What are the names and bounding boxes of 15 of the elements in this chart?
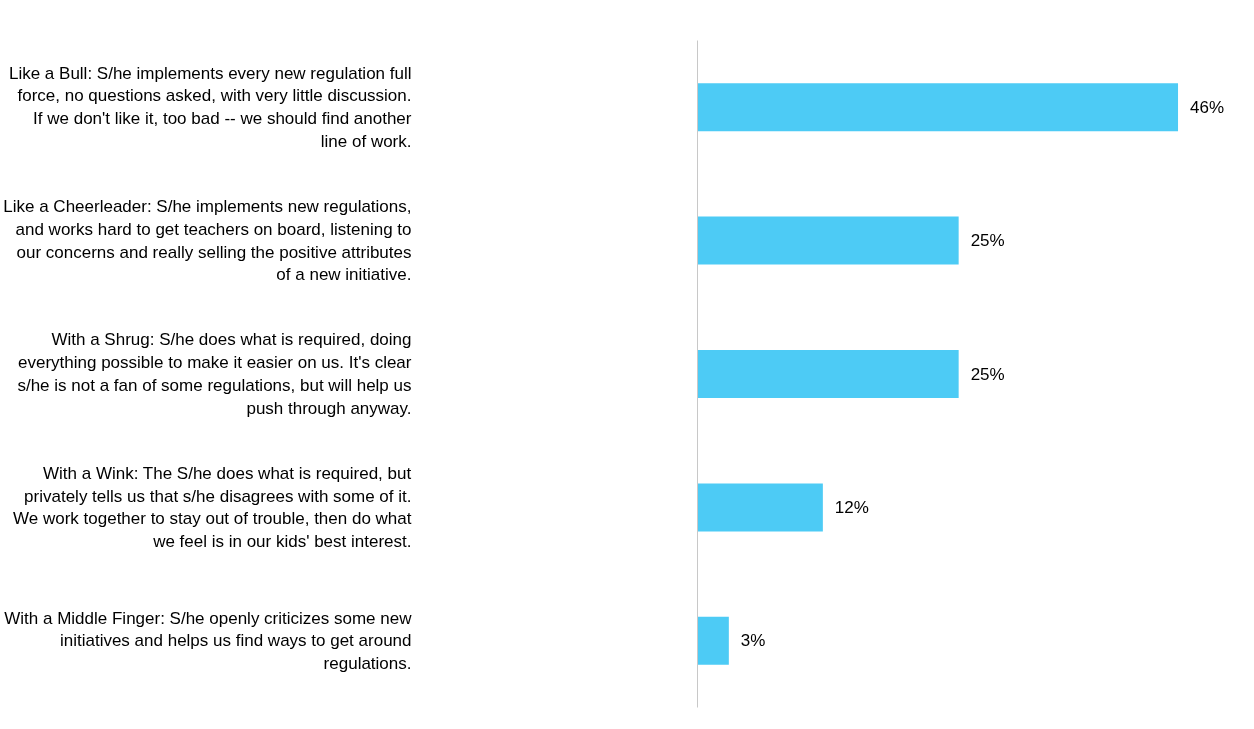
data-label: 25% <box>970 364 1005 384</box>
bar <box>697 83 1179 132</box>
data-label: 3% <box>740 631 766 651</box>
data-label: 46% <box>1190 97 1225 117</box>
y-tick-label: Like a Cheerleader: S/he implements new regulations, and works hard to get teachers on board, listening to our concerns and really selling the positive attributes of a new initiative. <box>3 196 412 285</box>
bar <box>697 216 959 265</box>
bar <box>697 616 729 665</box>
y-tick-label: With a Wink: The S/he does what is required, but privately tells us that s/he disagrees with some of it. We work together to stay out of trouble, then do what we feel is in our kids' best interest. <box>13 463 412 552</box>
bar <box>697 483 823 532</box>
data-label: 25% <box>970 231 1005 251</box>
data-label: 12% <box>834 497 869 517</box>
y-tick-label: With a Middle Finger: S/he openly criticizes some new initiatives and helps us find ways to get around regulations. <box>4 608 413 674</box>
bar <box>697 349 959 399</box>
y-tick-label: With a Shrug: S/he does what is required, doing everything possible to make it easier on us. It's clear s/he is not a fan of some regulations, but will help us push through anyway. <box>17 330 412 418</box>
y-tick-label: Like a Bull: S/he implements every new regulation full force, no questions asked, with very little discussion. If we don't like it, too bad -- we should find another line of work. <box>8 63 412 151</box>
